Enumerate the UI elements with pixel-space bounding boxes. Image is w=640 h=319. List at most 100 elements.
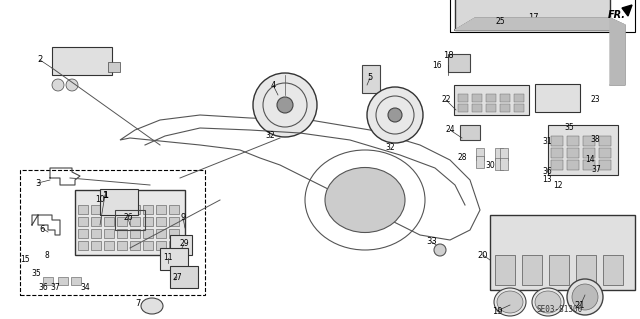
Text: 37: 37 xyxy=(50,284,60,293)
Ellipse shape xyxy=(567,279,603,315)
Bar xyxy=(603,255,623,285)
Bar xyxy=(495,148,503,160)
Bar xyxy=(500,94,510,102)
Bar xyxy=(117,229,127,238)
Bar xyxy=(460,125,480,140)
Text: 36: 36 xyxy=(542,167,552,176)
Text: 23: 23 xyxy=(590,95,600,105)
Bar xyxy=(472,94,482,102)
FancyBboxPatch shape xyxy=(170,235,192,255)
Bar xyxy=(599,160,611,170)
Bar xyxy=(551,160,563,170)
Bar xyxy=(78,229,88,238)
Text: 38: 38 xyxy=(590,136,600,145)
Bar xyxy=(551,148,563,158)
Text: 1: 1 xyxy=(102,190,108,199)
Text: 36: 36 xyxy=(38,284,48,293)
FancyBboxPatch shape xyxy=(454,85,529,115)
Bar xyxy=(91,205,101,214)
Bar xyxy=(20,170,205,295)
FancyBboxPatch shape xyxy=(535,84,580,112)
Bar xyxy=(91,217,101,226)
Bar xyxy=(500,104,510,112)
FancyBboxPatch shape xyxy=(75,190,185,255)
Bar xyxy=(58,277,68,285)
FancyBboxPatch shape xyxy=(160,248,188,270)
Text: 17: 17 xyxy=(528,13,538,23)
Bar xyxy=(143,229,153,238)
Text: 31: 31 xyxy=(542,137,552,146)
Bar xyxy=(104,229,114,238)
Circle shape xyxy=(66,79,78,91)
Text: 8: 8 xyxy=(45,250,49,259)
Bar xyxy=(104,205,114,214)
Bar xyxy=(495,255,515,285)
Bar xyxy=(143,217,153,226)
FancyBboxPatch shape xyxy=(548,125,618,175)
Circle shape xyxy=(277,97,293,113)
Bar xyxy=(472,104,482,112)
Ellipse shape xyxy=(535,291,561,313)
Bar xyxy=(43,277,53,285)
Polygon shape xyxy=(455,18,610,30)
Bar xyxy=(567,148,579,158)
Text: 2: 2 xyxy=(37,56,43,64)
Circle shape xyxy=(52,79,64,91)
Text: 13: 13 xyxy=(542,175,552,184)
Text: 3: 3 xyxy=(35,179,41,188)
Bar xyxy=(567,136,579,146)
Bar xyxy=(169,229,179,238)
Bar xyxy=(143,241,153,250)
Bar xyxy=(576,255,596,285)
Ellipse shape xyxy=(532,288,564,316)
FancyBboxPatch shape xyxy=(490,215,635,290)
Bar xyxy=(476,148,484,160)
Bar xyxy=(549,255,569,285)
Text: 4: 4 xyxy=(270,80,276,90)
Bar xyxy=(78,205,88,214)
Bar xyxy=(104,217,114,226)
Bar xyxy=(514,104,524,112)
Bar xyxy=(108,62,120,72)
Text: 35: 35 xyxy=(31,269,41,278)
Text: 20: 20 xyxy=(477,250,488,259)
Bar xyxy=(71,277,81,285)
Bar xyxy=(104,241,114,250)
Bar xyxy=(495,158,503,170)
Bar xyxy=(130,205,140,214)
Bar xyxy=(583,160,595,170)
Ellipse shape xyxy=(572,284,598,310)
Text: 14: 14 xyxy=(585,155,595,165)
Bar xyxy=(91,241,101,250)
Bar xyxy=(156,241,166,250)
Text: 33: 33 xyxy=(427,238,437,247)
Polygon shape xyxy=(622,5,632,16)
Text: 30: 30 xyxy=(485,160,495,169)
Text: 18: 18 xyxy=(443,50,453,60)
Text: 37: 37 xyxy=(591,166,601,174)
Text: 16: 16 xyxy=(432,61,442,70)
Bar xyxy=(567,160,579,170)
Text: 5: 5 xyxy=(367,73,372,83)
Circle shape xyxy=(253,73,317,137)
Bar xyxy=(130,241,140,250)
Bar xyxy=(551,136,563,146)
Text: 6: 6 xyxy=(39,226,45,234)
Bar xyxy=(117,241,127,250)
Text: 15: 15 xyxy=(20,256,30,264)
Bar xyxy=(130,229,140,238)
Bar xyxy=(486,104,496,112)
Text: 11: 11 xyxy=(163,254,173,263)
Ellipse shape xyxy=(325,167,405,233)
Bar xyxy=(476,156,484,168)
Bar xyxy=(156,205,166,214)
Bar xyxy=(130,217,140,226)
Text: 25: 25 xyxy=(495,18,505,26)
Text: 21: 21 xyxy=(575,301,585,310)
FancyBboxPatch shape xyxy=(52,47,112,75)
Polygon shape xyxy=(610,18,625,85)
Bar xyxy=(583,148,595,158)
Bar xyxy=(156,217,166,226)
Bar xyxy=(458,104,468,112)
Text: 12: 12 xyxy=(553,181,563,189)
